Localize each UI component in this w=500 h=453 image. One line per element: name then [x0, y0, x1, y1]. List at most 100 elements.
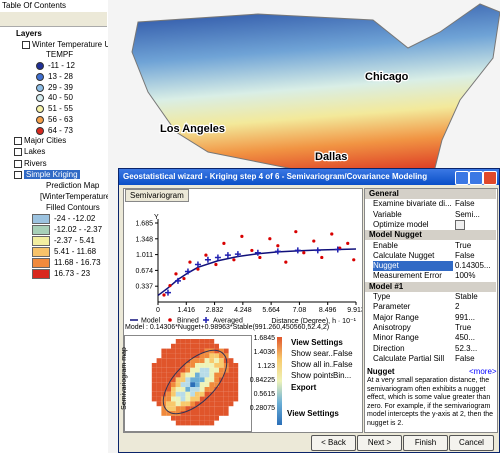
- surface-cell: [204, 420, 210, 426]
- checkbox[interactable]: [14, 137, 22, 145]
- binned-point: [188, 260, 192, 264]
- color-tick-label: 1.6845: [253, 335, 275, 342]
- property-value[interactable]: 52.3...: [455, 343, 478, 353]
- setting-value[interactable]: False: [333, 360, 353, 369]
- window-button[interactable]: [455, 171, 469, 185]
- surface-cell: [156, 363, 162, 368]
- surface-cell: [190, 420, 195, 426]
- checkbox[interactable]: [14, 159, 22, 168]
- property-button[interactable]: [455, 219, 465, 230]
- help-more[interactable]: <more>: [469, 367, 497, 376]
- surface-cell: [209, 377, 215, 383]
- property-section[interactable]: General: [365, 189, 496, 199]
- surface-cell: [233, 367, 239, 373]
- legend-symbol: [36, 94, 44, 103]
- semivariogram-chart: Y 0.337 0.674 1.011 1.348 1.685 0 1.416 2.832 4.2…: [130, 214, 362, 325]
- surface-cell: [199, 377, 205, 383]
- settings-section[interactable]: Export: [291, 383, 317, 392]
- dialog-button[interactable]: Finish: [403, 435, 448, 451]
- dialog-button[interactable]: Next >: [357, 435, 402, 451]
- property-value[interactable]: Semi...: [455, 209, 480, 219]
- surface-cell: [156, 401, 162, 407]
- surface-cell: [195, 406, 200, 411]
- property-value[interactable]: 2: [455, 302, 460, 312]
- surface-cell: [175, 420, 181, 426]
- surface-cell: [190, 396, 195, 402]
- surface-cell: [185, 411, 191, 416]
- surface-cell: [185, 401, 191, 407]
- x-tick-label: 4.248: [234, 307, 252, 314]
- surface-cell: [190, 377, 195, 383]
- checkbox[interactable]: [14, 170, 22, 179]
- surface-cell: [166, 396, 171, 402]
- binned-point: [284, 260, 288, 264]
- property-section[interactable]: Model Nugget: [365, 230, 496, 241]
- surface-cell: [214, 372, 219, 378]
- legend-symbol: [168, 318, 172, 322]
- x-tick-label: 0: [156, 307, 160, 314]
- property-section[interactable]: Model #1: [365, 281, 496, 292]
- binned-point: [222, 241, 226, 245]
- surface-cell: [204, 363, 210, 368]
- surface-cell: [199, 415, 205, 421]
- checkbox[interactable]: [14, 148, 22, 157]
- surface-cell: [214, 377, 219, 383]
- surface-cell: [180, 343, 186, 349]
- property-value[interactable]: 0.14305...: [455, 261, 491, 271]
- legend-symbol: [36, 72, 44, 81]
- legend-swatch: [32, 236, 50, 246]
- property-value[interactable]: 991...: [455, 312, 476, 322]
- surface-cell: [209, 372, 215, 378]
- property-value[interactable]: 450...: [455, 333, 476, 343]
- window-button[interactable]: [483, 171, 497, 185]
- surface-cell: [195, 420, 200, 426]
- dialog-button[interactable]: Cancel: [449, 435, 494, 451]
- setting-value[interactable]: Bin...: [333, 371, 352, 380]
- window-button[interactable]: [469, 171, 483, 185]
- layer-name: Rivers: [24, 158, 47, 168]
- dialog-button[interactable]: < Back: [311, 435, 356, 451]
- title-bar: Geostatistical wizard - Kriging step 4 o…: [119, 169, 499, 185]
- legend-symbol: [36, 116, 44, 124]
- surface-cell: [209, 387, 215, 392]
- surface-cell: [204, 406, 210, 411]
- search-ellipse: [162, 349, 228, 415]
- surface-cell: [209, 358, 215, 363]
- surface-cell: [233, 391, 239, 397]
- y-axis-label: Y: [154, 214, 159, 221]
- setting-value[interactable]: False: [333, 349, 353, 358]
- sublayer-source: [WinterTemperature]...: [40, 192, 120, 201]
- property-name: Optimize model: [373, 219, 429, 229]
- tab[interactable]: Semivariogram: [125, 189, 189, 202]
- checkbox[interactable]: [22, 41, 30, 49]
- surface-cell: [214, 396, 219, 402]
- surface-cell: [219, 382, 224, 387]
- property-value[interactable]: False: [455, 199, 475, 209]
- legend-swatch: [32, 269, 50, 279]
- property-value[interactable]: False: [455, 353, 475, 363]
- surface-cell: [180, 382, 186, 387]
- surface-cell: [209, 391, 215, 397]
- legend-label: 16.73 - 23: [54, 269, 91, 278]
- surface-cell: [185, 353, 191, 359]
- surface-cell: [190, 348, 195, 354]
- legend-label: 5.41 - 11.68: [54, 247, 97, 256]
- surface-cell: [219, 363, 224, 368]
- surface-cell: [219, 406, 224, 411]
- property-value[interactable]: 100%: [455, 271, 476, 281]
- color-bar: [277, 337, 282, 425]
- property-value[interactable]: False: [455, 250, 475, 260]
- surface-cell: [199, 353, 205, 359]
- surface-cell: [190, 391, 195, 397]
- binned-point: [214, 262, 218, 267]
- surface-cell: [199, 420, 205, 426]
- averaged-point: [194, 261, 201, 268]
- binned-point: [232, 258, 236, 262]
- surface-cell: [190, 353, 195, 359]
- surface-cell: [209, 339, 215, 344]
- surface-cell: [223, 411, 229, 416]
- property-value[interactable]: True: [455, 240, 472, 250]
- property-value[interactable]: True: [455, 322, 472, 332]
- surface-cell: [214, 367, 219, 373]
- property-value[interactable]: Stable: [455, 292, 478, 301]
